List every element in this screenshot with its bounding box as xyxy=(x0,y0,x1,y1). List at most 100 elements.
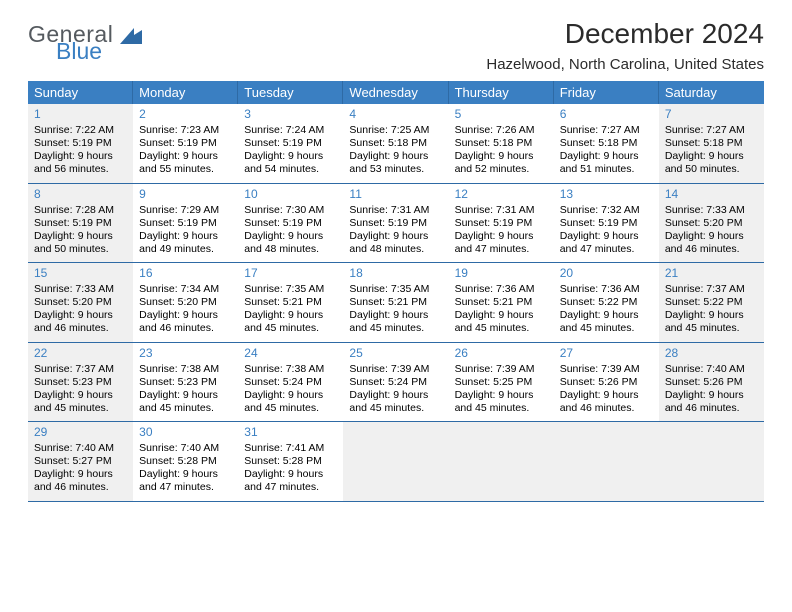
day-number: 27 xyxy=(560,346,653,361)
day-info-line: Sunrise: 7:32 AM xyxy=(560,204,653,217)
day-info-line: Daylight: 9 hours xyxy=(455,230,548,243)
day-number: 23 xyxy=(139,346,232,361)
day-number: 19 xyxy=(455,266,548,281)
day-cell: 10Sunrise: 7:30 AMSunset: 5:19 PMDayligh… xyxy=(238,184,343,263)
day-cell: 25Sunrise: 7:39 AMSunset: 5:24 PMDayligh… xyxy=(343,343,448,422)
day-number: 14 xyxy=(665,187,758,202)
day-info-line: Sunset: 5:23 PM xyxy=(34,376,127,389)
day-info-line: and 56 minutes. xyxy=(34,163,127,176)
day-cell xyxy=(554,422,659,501)
week-row: 1Sunrise: 7:22 AMSunset: 5:19 PMDaylight… xyxy=(28,104,764,184)
day-header-cell: Tuesday xyxy=(238,81,343,104)
day-header-cell: Thursday xyxy=(449,81,554,104)
day-info-line: Sunset: 5:28 PM xyxy=(244,455,337,468)
day-info-line: Sunrise: 7:26 AM xyxy=(455,124,548,137)
day-cell xyxy=(659,422,764,501)
day-info-line: and 48 minutes. xyxy=(349,243,442,256)
day-info-line: Sunrise: 7:37 AM xyxy=(665,283,758,296)
day-info-line: Daylight: 9 hours xyxy=(665,230,758,243)
brand-logo: General Blue xyxy=(28,24,142,63)
day-cell: 1Sunrise: 7:22 AMSunset: 5:19 PMDaylight… xyxy=(28,104,133,183)
day-number: 5 xyxy=(455,107,548,122)
day-info-line: Daylight: 9 hours xyxy=(349,309,442,322)
day-cell: 3Sunrise: 7:24 AMSunset: 5:19 PMDaylight… xyxy=(238,104,343,183)
day-number: 3 xyxy=(244,107,337,122)
day-info-line: Sunrise: 7:27 AM xyxy=(665,124,758,137)
page-header: General Blue December 2024 Hazelwood, No… xyxy=(28,18,764,73)
day-number: 1 xyxy=(34,107,127,122)
day-info-line: and 51 minutes. xyxy=(560,163,653,176)
day-info-line: Sunset: 5:21 PM xyxy=(244,296,337,309)
day-info-line: and 50 minutes. xyxy=(665,163,758,176)
day-info-line: Sunset: 5:22 PM xyxy=(665,296,758,309)
day-info-line: Sunrise: 7:40 AM xyxy=(665,363,758,376)
week-row: 15Sunrise: 7:33 AMSunset: 5:20 PMDayligh… xyxy=(28,263,764,343)
day-info-line: and 46 minutes. xyxy=(34,481,127,494)
day-info-line: Daylight: 9 hours xyxy=(34,389,127,402)
day-info-line: Daylight: 9 hours xyxy=(665,150,758,163)
day-info-line: Sunset: 5:19 PM xyxy=(139,137,232,150)
day-info-line: Sunrise: 7:30 AM xyxy=(244,204,337,217)
day-info-line: Sunrise: 7:33 AM xyxy=(665,204,758,217)
day-info-line: and 45 minutes. xyxy=(349,402,442,415)
day-info-line: Sunset: 5:24 PM xyxy=(244,376,337,389)
day-cell: 23Sunrise: 7:38 AMSunset: 5:23 PMDayligh… xyxy=(133,343,238,422)
flag-icon xyxy=(120,28,142,47)
day-info-line: Sunset: 5:19 PM xyxy=(34,137,127,150)
day-info-line: Sunset: 5:20 PM xyxy=(34,296,127,309)
day-info-line: Daylight: 9 hours xyxy=(560,389,653,402)
day-cell: 30Sunrise: 7:40 AMSunset: 5:28 PMDayligh… xyxy=(133,422,238,501)
day-info-line: Daylight: 9 hours xyxy=(34,468,127,481)
day-info-line: Daylight: 9 hours xyxy=(349,230,442,243)
day-info-line: Sunset: 5:25 PM xyxy=(455,376,548,389)
day-info-line: Sunrise: 7:22 AM xyxy=(34,124,127,137)
day-info-line: Sunset: 5:19 PM xyxy=(455,217,548,230)
day-info-line: Sunrise: 7:34 AM xyxy=(139,283,232,296)
day-number: 29 xyxy=(34,425,127,440)
day-header-row: SundayMondayTuesdayWednesdayThursdayFrid… xyxy=(28,81,764,104)
day-number: 12 xyxy=(455,187,548,202)
day-cell: 26Sunrise: 7:39 AMSunset: 5:25 PMDayligh… xyxy=(449,343,554,422)
day-cell: 31Sunrise: 7:41 AMSunset: 5:28 PMDayligh… xyxy=(238,422,343,501)
day-info-line: Sunrise: 7:27 AM xyxy=(560,124,653,137)
day-number: 6 xyxy=(560,107,653,122)
day-info-line: and 50 minutes. xyxy=(34,243,127,256)
day-cell xyxy=(449,422,554,501)
day-info-line: Sunrise: 7:40 AM xyxy=(139,442,232,455)
day-info-line: Daylight: 9 hours xyxy=(139,468,232,481)
day-info-line: Sunset: 5:24 PM xyxy=(349,376,442,389)
day-info-line: Daylight: 9 hours xyxy=(244,309,337,322)
day-info-line: and 45 minutes. xyxy=(244,402,337,415)
day-info-line: and 46 minutes. xyxy=(665,402,758,415)
day-header-cell: Friday xyxy=(554,81,659,104)
day-info-line: and 45 minutes. xyxy=(244,322,337,335)
day-number: 16 xyxy=(139,266,232,281)
day-info-line: Sunrise: 7:35 AM xyxy=(244,283,337,296)
day-info-line: and 52 minutes. xyxy=(455,163,548,176)
day-info-line: and 49 minutes. xyxy=(139,243,232,256)
week-row: 29Sunrise: 7:40 AMSunset: 5:27 PMDayligh… xyxy=(28,422,764,502)
day-info-line: Sunrise: 7:25 AM xyxy=(349,124,442,137)
day-info-line: Sunset: 5:26 PM xyxy=(560,376,653,389)
day-number: 28 xyxy=(665,346,758,361)
day-info-line: Daylight: 9 hours xyxy=(139,389,232,402)
day-cell: 6Sunrise: 7:27 AMSunset: 5:18 PMDaylight… xyxy=(554,104,659,183)
day-info-line: Sunset: 5:22 PM xyxy=(560,296,653,309)
day-info-line: Daylight: 9 hours xyxy=(244,230,337,243)
day-cell: 4Sunrise: 7:25 AMSunset: 5:18 PMDaylight… xyxy=(343,104,448,183)
day-number: 18 xyxy=(349,266,442,281)
day-number: 13 xyxy=(560,187,653,202)
day-info-line: Sunset: 5:28 PM xyxy=(139,455,232,468)
day-info-line: Sunset: 5:19 PM xyxy=(34,217,127,230)
day-info-line: Daylight: 9 hours xyxy=(349,389,442,402)
day-number: 20 xyxy=(560,266,653,281)
week-row: 8Sunrise: 7:28 AMSunset: 5:19 PMDaylight… xyxy=(28,184,764,264)
day-info-line: Daylight: 9 hours xyxy=(139,150,232,163)
day-info-line: Sunset: 5:21 PM xyxy=(455,296,548,309)
day-info-line: Sunrise: 7:36 AM xyxy=(560,283,653,296)
title-block: December 2024 Hazelwood, North Carolina,… xyxy=(486,18,764,73)
day-number: 7 xyxy=(665,107,758,122)
day-info-line: Daylight: 9 hours xyxy=(349,150,442,163)
day-info-line: Sunset: 5:19 PM xyxy=(349,217,442,230)
day-cell: 16Sunrise: 7:34 AMSunset: 5:20 PMDayligh… xyxy=(133,263,238,342)
